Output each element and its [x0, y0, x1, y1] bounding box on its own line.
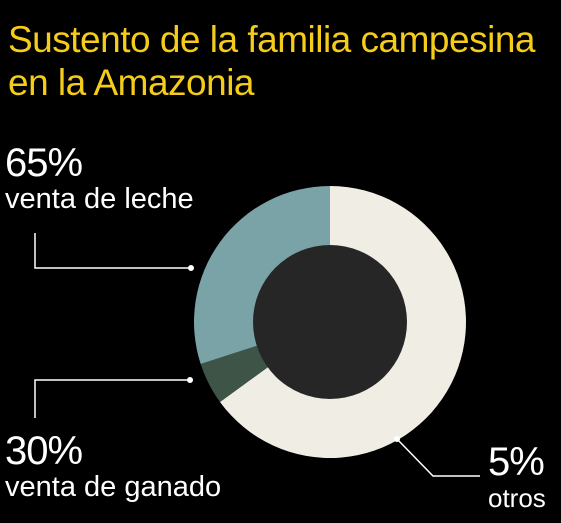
slice-name-ganado: venta de ganado: [5, 471, 222, 503]
slice-label-ganado: 30% venta de ganado: [5, 430, 221, 502]
slice-name-otros: otros: [488, 483, 546, 513]
chart-title-line-1: Sustento de la familia campesina: [8, 19, 535, 60]
slice-label-otros: 5% otros: [488, 441, 546, 513]
leader-line-ganado: [34, 379, 190, 418]
slice-percent-otros: 5%: [488, 440, 545, 484]
leader-lines: [34, 233, 480, 477]
chart-title: Sustento de la familia campesina en la A…: [8, 18, 556, 104]
leader-dot-ganado: [187, 377, 193, 383]
slice-percent-ganado: 30%: [5, 429, 83, 473]
slice-name-leche: venta de leche: [5, 183, 194, 215]
slice-percent-leche: 65%: [5, 141, 83, 185]
leader-line-otros: [396, 438, 480, 477]
chart-title-line-2: en la Amazonia: [8, 62, 255, 103]
donut-center: [253, 245, 407, 399]
leader-line-leche: [34, 233, 191, 269]
leader-dot-leche: [188, 265, 194, 271]
leader-dot-otros: [394, 436, 400, 442]
slice-label-leche: 65% venta de leche: [5, 142, 194, 214]
